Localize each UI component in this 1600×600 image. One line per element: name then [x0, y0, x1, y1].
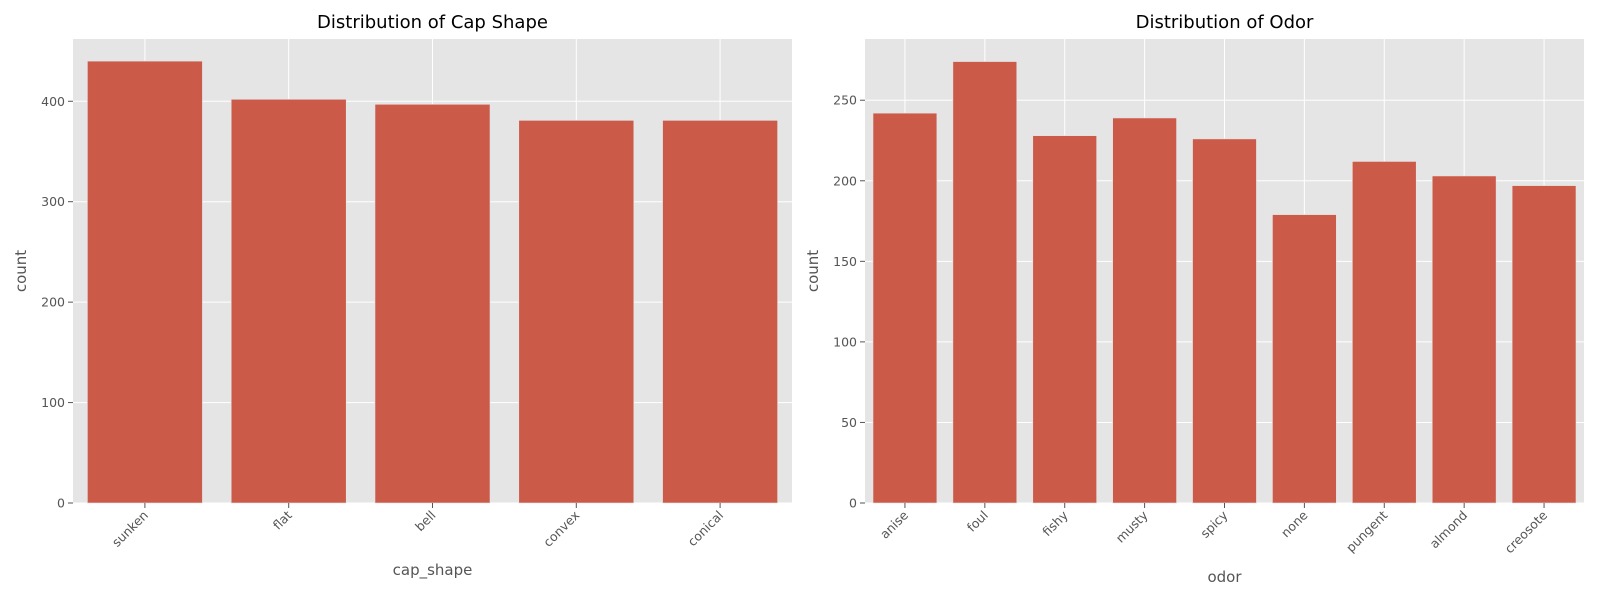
x-tick-label: flat: [270, 507, 295, 532]
y-axis-label: count: [12, 250, 30, 292]
bar-fishy: [1032, 135, 1097, 504]
y-tick-label: 200: [833, 173, 857, 188]
x-axis: sunken flat bell convex conical: [109, 503, 726, 550]
bar-anise: [872, 112, 938, 504]
y-tick-label: 50: [841, 415, 857, 430]
x-tick-label: creosote: [1502, 507, 1551, 556]
chart-title: Distribution of Odor: [1136, 12, 1314, 33]
y-tick-label: 200: [41, 295, 65, 310]
bar-creosote: [1511, 185, 1577, 504]
x-tick-label: none: [1278, 507, 1311, 540]
bar-none: [1272, 214, 1337, 504]
x-axis-label: odor: [1207, 568, 1242, 586]
bar-musty: [1112, 117, 1177, 504]
x-tick-label: anise: [877, 507, 911, 541]
chart-odor: 0 50 100 150 200 250 anise foul fishy musty spicy n…: [804, 12, 1584, 586]
x-tick-label: sunken: [109, 508, 151, 550]
bar-pungent: [1352, 161, 1417, 504]
x-tick-label: musty: [1113, 507, 1152, 546]
y-tick-label: 150: [833, 254, 857, 269]
bar-almond: [1431, 175, 1497, 504]
x-tick-label: spicy: [1197, 507, 1231, 541]
bars: [87, 60, 778, 504]
y-tick-label: 300: [41, 194, 65, 209]
bar-bell: [374, 103, 491, 504]
y-tick-label: 100: [41, 395, 65, 410]
x-tick-label: fishy: [1039, 507, 1071, 539]
x-tick-label: conical: [685, 508, 727, 550]
y-axis-label: count: [804, 250, 822, 292]
x-tick-label: pungent: [1343, 507, 1391, 555]
x-tick-label: convex: [540, 508, 582, 550]
bars: [872, 61, 1577, 504]
bar-sunken: [87, 60, 203, 504]
y-tick-label: 0: [849, 496, 857, 511]
chart-cap-shape: 0 100 200 300 400 sunken flat bell convex conical…: [12, 12, 792, 580]
x-axis: anise foul fishy musty spicy none pungent almon…: [877, 503, 1550, 556]
bar-convex: [518, 120, 635, 504]
bar-conical: [662, 120, 778, 504]
y-tick-label: 250: [833, 93, 857, 108]
y-tick-label: 100: [833, 334, 857, 349]
x-tick-label: foul: [964, 508, 991, 535]
x-tick-label: bell: [412, 508, 439, 535]
x-axis-label: cap_shape: [393, 561, 473, 580]
x-tick-label: almond: [1427, 508, 1471, 552]
bar-foul: [952, 61, 1018, 504]
bar-spicy: [1192, 138, 1257, 504]
y-tick-label: 0: [57, 496, 65, 511]
bar-flat: [230, 98, 347, 504]
chart-title: Distribution of Cap Shape: [317, 12, 548, 33]
y-tick-label: 400: [41, 94, 65, 109]
